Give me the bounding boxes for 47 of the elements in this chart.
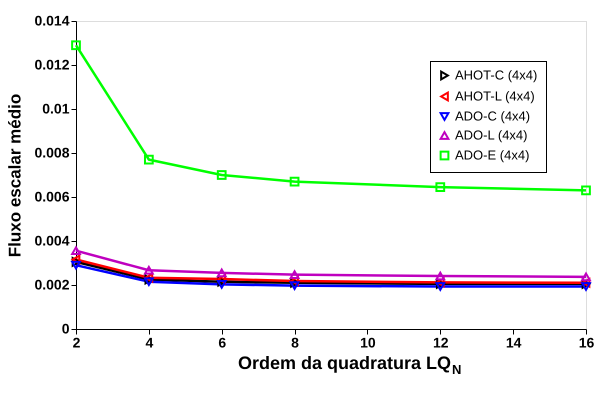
point <box>71 246 81 256</box>
x-tick-label: 6 <box>218 334 226 350</box>
point <box>581 282 591 291</box>
x-tick-label: 2 <box>72 334 81 350</box>
legend-label: AHOT-L (4x4) <box>455 88 535 104</box>
point <box>71 260 81 270</box>
point <box>144 277 154 286</box>
y-tick-label: 0.012 <box>34 56 70 72</box>
point <box>144 266 154 275</box>
y-tick-label: 0.002 <box>34 276 70 292</box>
point <box>217 274 226 284</box>
point <box>72 254 80 264</box>
y-tick-label: 0.008 <box>34 144 70 160</box>
point <box>216 170 227 180</box>
y-tick-label: 0.014 <box>34 12 70 28</box>
y-tick-label: 0.006 <box>34 188 70 204</box>
point <box>290 270 300 280</box>
x-tick-label: 4 <box>145 334 154 350</box>
point <box>290 176 300 186</box>
point <box>290 281 300 290</box>
point <box>72 257 80 267</box>
y-tick-label: 0.01 <box>42 100 70 116</box>
point <box>435 182 446 192</box>
x-tick-label: 8 <box>291 334 300 350</box>
x-tick-label: 12 <box>432 334 449 350</box>
point <box>144 272 154 283</box>
point <box>581 186 591 196</box>
legend-label: ADO-E (4x4) <box>455 148 530 162</box>
point <box>216 268 227 278</box>
x-tick-label: 14 <box>506 334 522 350</box>
legend-label: AHOT-C (4x4) <box>455 68 538 82</box>
point <box>436 279 445 289</box>
point <box>144 154 154 164</box>
y-axis-title: Fluxo escalar médio <box>5 94 24 258</box>
x-tick-label: 10 <box>360 334 376 350</box>
y-tick-label: 0.004 <box>34 232 70 248</box>
point <box>71 40 81 50</box>
x-tick-label: 16 <box>578 334 594 350</box>
point <box>290 276 299 286</box>
y-tick-label: 0 <box>62 320 70 336</box>
point <box>435 282 446 291</box>
legend-label: ADO-L (4x4) <box>455 128 528 142</box>
legend-label: ADO-C (4x4) <box>455 108 530 124</box>
point <box>216 280 227 289</box>
point <box>581 272 591 282</box>
point <box>435 272 446 280</box>
point <box>144 274 154 284</box>
